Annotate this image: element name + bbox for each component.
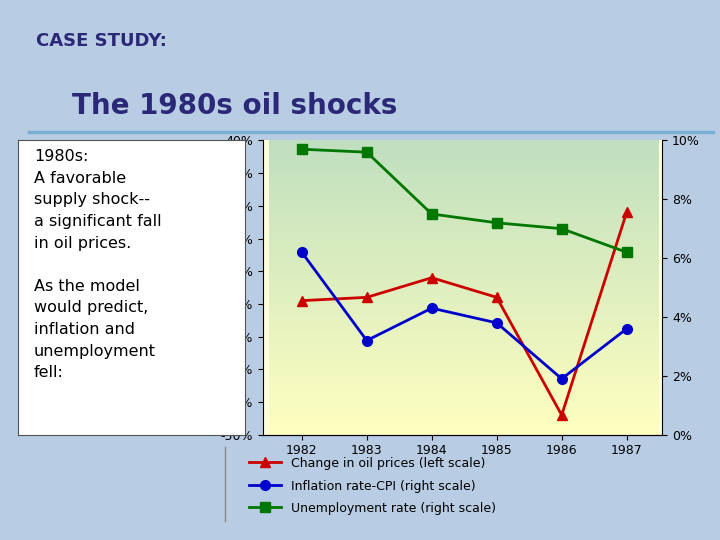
Text: The 1980s oil shocks: The 1980s oil shocks xyxy=(72,92,397,120)
Text: 1980s:
A favorable
supply shock--
a significant fall
in oil prices.

As the mode: 1980s: A favorable supply shock-- a sign… xyxy=(34,149,161,380)
Text: CASE STUDY:: CASE STUDY: xyxy=(36,32,167,50)
Legend: Change in oil prices (left scale), Inflation rate-CPI (right scale), Unemploymen: Change in oil prices (left scale), Infla… xyxy=(246,453,500,519)
